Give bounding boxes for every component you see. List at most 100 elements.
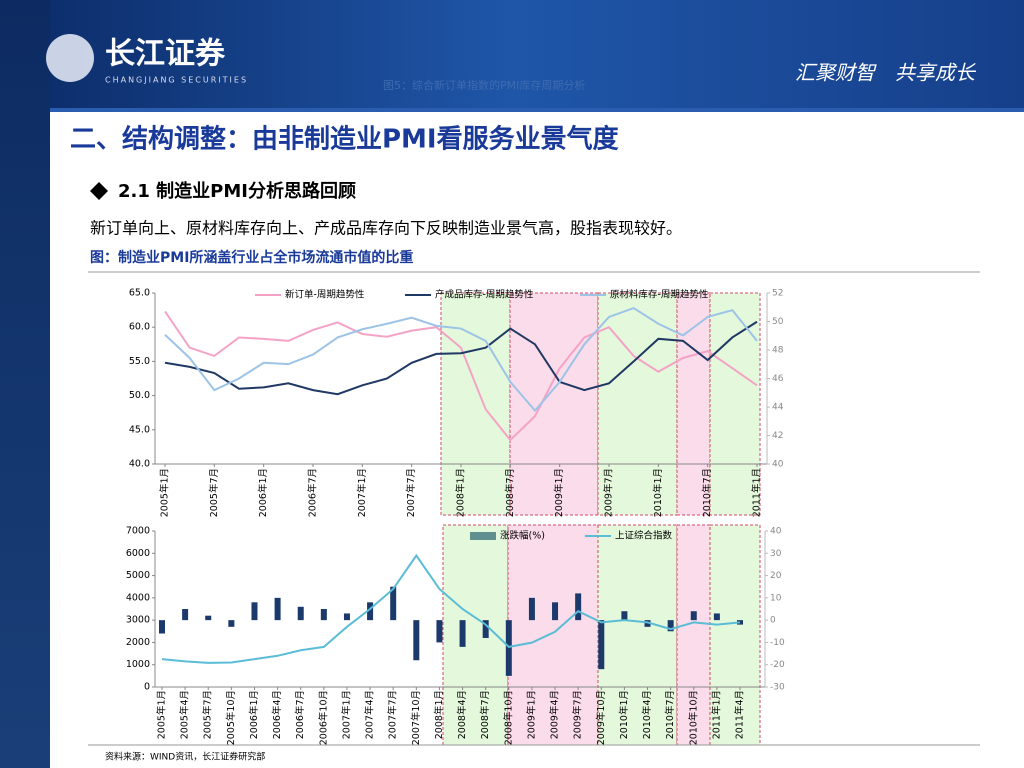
shaded-periods bbox=[440, 292, 761, 746]
x-tick-label: 2006年10月 bbox=[317, 690, 329, 745]
y-tick-label: 4000 bbox=[126, 592, 150, 603]
y2-tick-label: 52 bbox=[772, 289, 783, 299]
legend-swatch bbox=[470, 532, 496, 540]
band bbox=[507, 524, 599, 746]
y2-tick-label: 42 bbox=[772, 431, 783, 441]
x-tick-label: 2009年1月 bbox=[553, 468, 565, 517]
bar bbox=[390, 586, 397, 621]
y2-tick-label: 40 bbox=[770, 527, 782, 537]
legend-label: 涨跌幅(%) bbox=[500, 530, 545, 542]
y-tick-label: 55.0 bbox=[129, 356, 150, 367]
bullet bbox=[90, 182, 108, 200]
x-tick-label: 2005年7月 bbox=[202, 690, 214, 739]
bar bbox=[644, 620, 651, 627]
x-tick-label: 2010年4月 bbox=[641, 690, 653, 739]
x-tick-label: 2008年7月 bbox=[479, 690, 491, 739]
x-tick-label: 2006年7月 bbox=[307, 468, 319, 517]
y2-tick-label: 46 bbox=[772, 374, 784, 384]
bar bbox=[251, 602, 258, 621]
bar bbox=[159, 620, 165, 634]
bar bbox=[436, 620, 443, 643]
source: 资料来源：WIND资讯，长江证券研究部 bbox=[105, 751, 265, 763]
x-tick-label: 2006年1月 bbox=[248, 690, 260, 739]
logo-en: CHANGJIANG SECURITIES bbox=[105, 76, 248, 85]
y2-tick-label: 48 bbox=[772, 346, 784, 356]
x-tick-label: 2006年4月 bbox=[271, 690, 283, 739]
x-tick-label: 2008年10月 bbox=[502, 690, 514, 745]
series-line bbox=[164, 310, 758, 442]
header-rule bbox=[50, 108, 1024, 112]
x-tick-label: 2008年1月 bbox=[433, 690, 445, 739]
x-tick-label: 2005年1月 bbox=[156, 690, 168, 739]
x-tick-label: 2009年7月 bbox=[603, 468, 615, 517]
x-tick-label: 2005年4月 bbox=[179, 690, 191, 739]
bar bbox=[482, 620, 489, 638]
x-tick-label: 2009年4月 bbox=[549, 690, 561, 739]
bar bbox=[228, 620, 235, 627]
left-strip bbox=[0, 0, 50, 768]
bar bbox=[413, 620, 420, 661]
bar bbox=[297, 606, 304, 621]
logo-icon bbox=[46, 34, 94, 82]
band bbox=[597, 524, 678, 746]
bar bbox=[621, 611, 628, 621]
x-tick-label: 2007年10月 bbox=[410, 690, 422, 745]
y-tick-label: 1000 bbox=[126, 659, 150, 670]
y-tick-label: 5000 bbox=[126, 570, 150, 581]
band bbox=[442, 524, 509, 746]
x-tick-label: 2007年7月 bbox=[405, 468, 417, 517]
bar bbox=[575, 593, 582, 621]
x-tick-label: 2008年7月 bbox=[504, 468, 516, 517]
section: 2.1 制造业PMI分析思路回顾 bbox=[118, 180, 356, 202]
bar bbox=[205, 615, 212, 621]
series-line bbox=[161, 553, 741, 664]
legend-label: 新订单-周期趋势性 bbox=[285, 289, 365, 301]
y2-tick-label: 40 bbox=[772, 460, 784, 470]
x-tick-label: 2009年10月 bbox=[595, 690, 607, 745]
x-tick-label: 2010年10月 bbox=[687, 690, 699, 745]
band bbox=[440, 292, 511, 516]
bar bbox=[459, 620, 466, 647]
y2-tick-label: 30 bbox=[770, 549, 782, 559]
x-tick-label: 2006年1月 bbox=[257, 468, 269, 517]
legend-label: 原材料库存-周期趋势性 bbox=[610, 289, 709, 301]
series-line bbox=[164, 320, 758, 396]
bar bbox=[552, 602, 559, 621]
x-tick-label: 2007年4月 bbox=[364, 690, 376, 739]
x-tick-label: 2005年10月 bbox=[225, 690, 237, 745]
bar bbox=[528, 597, 535, 621]
overlay-caption: 图5：综合新订单指数的PMI库存周期分析 bbox=[383, 78, 585, 92]
x-tick-label: 2005年1月 bbox=[159, 468, 171, 517]
band bbox=[676, 524, 711, 746]
body-text: 新订单向上、原材料库存向上、产成品库存向下反映制造业景气高，股指表现较好。 bbox=[90, 219, 682, 238]
bar bbox=[343, 613, 350, 621]
y-tick-label: 6000 bbox=[126, 548, 150, 559]
bar bbox=[713, 613, 720, 621]
x-tick-label: 2005年7月 bbox=[208, 468, 220, 517]
y-tick-label: 60.0 bbox=[129, 322, 150, 333]
band bbox=[709, 524, 761, 746]
x-tick-label: 2010年1月 bbox=[618, 690, 630, 739]
bar bbox=[667, 620, 674, 632]
bar bbox=[320, 609, 327, 621]
x-tick-label: 2009年7月 bbox=[572, 690, 584, 739]
y2-tick-label: -10 bbox=[770, 638, 785, 648]
y2-tick-label: -20 bbox=[770, 660, 785, 670]
logo: 长江证券 bbox=[105, 37, 226, 72]
legend-label: 上证综合指数 bbox=[615, 530, 673, 542]
bar bbox=[367, 602, 374, 621]
y2-tick-label: 0 bbox=[770, 616, 776, 626]
bar bbox=[505, 620, 512, 676]
bar bbox=[182, 609, 189, 621]
band bbox=[509, 292, 599, 516]
y-tick-label: 3000 bbox=[126, 615, 150, 626]
x-tick-label: 2011年1月 bbox=[751, 468, 763, 517]
legend-label: 产成品库存-周期趋势性 bbox=[435, 289, 534, 301]
y-tick-label: 45.0 bbox=[129, 424, 150, 435]
y-tick-label: 65.0 bbox=[129, 288, 150, 299]
slide-title: 二、结构调整：由非制造业PMI看服务业景气度 bbox=[70, 124, 619, 155]
band bbox=[676, 292, 711, 516]
slogan: 汇聚财智 共享成长 bbox=[795, 61, 977, 85]
bar bbox=[598, 620, 605, 670]
